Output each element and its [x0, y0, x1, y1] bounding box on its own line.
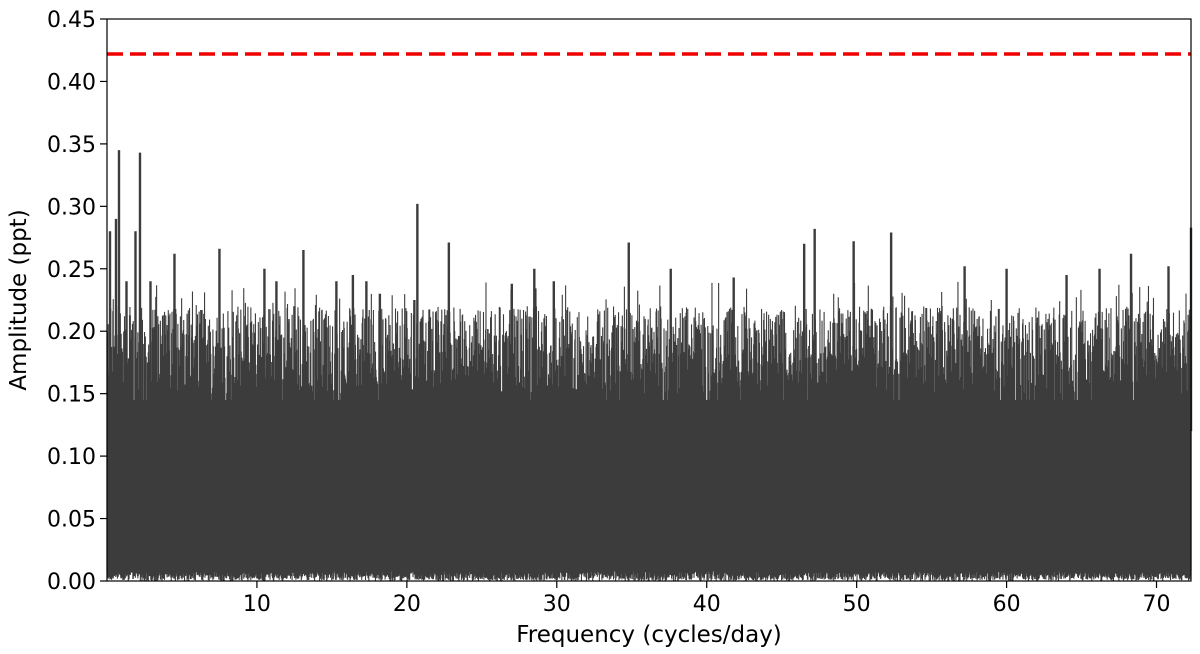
- x-tick-label: 10: [243, 592, 271, 617]
- y-tick-label: 0.10: [47, 445, 96, 470]
- y-axis-label: Amplitude (ppt): [6, 209, 32, 390]
- x-tick-label: 30: [543, 592, 571, 617]
- x-tick-label: 20: [393, 592, 421, 617]
- y-tick-label: 0.15: [47, 383, 96, 408]
- y-tick-label: 0.20: [47, 320, 96, 345]
- x-tick-label: 50: [843, 592, 871, 617]
- y-tick-label: 0.40: [47, 70, 96, 95]
- y-tick-label: 0.45: [47, 8, 96, 33]
- x-tick-label: 70: [1143, 592, 1171, 617]
- y-tick-label: 0.25: [47, 258, 96, 283]
- y-tick-label: 0.00: [47, 570, 96, 595]
- x-axis-label: Frequency (cycles/day): [516, 622, 782, 648]
- periodogram-body: [107, 399, 1191, 569]
- x-axis: 10 20 30 40 50 60 70: [243, 581, 1171, 617]
- plot-frame: [106, 18, 1192, 582]
- y-tick-label: 0.05: [47, 508, 96, 533]
- x-tick-label: 60: [993, 592, 1021, 617]
- y-tick-label: 0.35: [47, 133, 96, 158]
- plot-area: [106, 150, 1193, 581]
- x-tick-label: 40: [693, 592, 721, 617]
- y-axis: 0.00 0.05 0.10 0.15 0.20 0.25 0.30 0.35 0.40 0.45: [47, 8, 107, 595]
- y-tick-label: 0.30: [47, 195, 96, 220]
